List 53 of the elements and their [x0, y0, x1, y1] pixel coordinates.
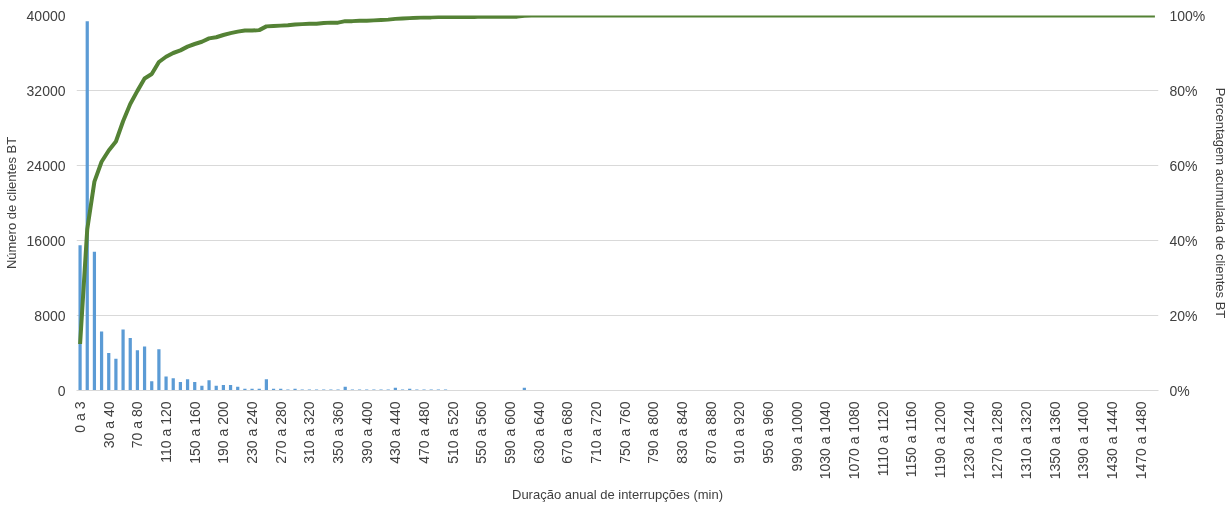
x-tick-label: 1070 a 1080: [845, 401, 862, 480]
x-tick-label: 190 a 200: [215, 401, 232, 464]
y-axis-title: Número de clientes BT: [3, 136, 19, 270]
x-tick-label: 150 a 160: [186, 401, 203, 464]
x-tick-label: 470 a 480: [416, 401, 433, 464]
x-tick-label: 310 a 320: [301, 401, 318, 464]
x-tick-label: 1110 a 1120: [874, 401, 891, 477]
y-tick-label: 16000: [26, 232, 66, 249]
x-tick-label: 910 a 920: [731, 401, 748, 464]
y-tick-label: 0: [57, 382, 66, 399]
x-tick-label: 1150 a 1160: [903, 401, 920, 478]
x-tick-label: 710 a 720: [588, 401, 604, 464]
x-tick-label: 270 a 280: [272, 401, 289, 464]
x-tick-label: 1310 a 1320: [1017, 401, 1034, 480]
x-tick-label: 430 a 440: [387, 401, 404, 464]
x-tick-label: 870 a 880: [702, 401, 719, 464]
x-tick-label: 350 a 360: [330, 401, 347, 464]
y-tick-label: 8000: [34, 307, 66, 324]
x-tick-label: 30 a 40: [100, 401, 117, 449]
y2-tick-label: 0%: [1169, 382, 1190, 399]
x-tick-label: 1350 a 1360: [1046, 401, 1063, 480]
x-tick-label: 0 a 3: [72, 401, 89, 433]
x-tick-label: 110 a 120: [158, 401, 175, 463]
x-tick-label: 70 a 80: [129, 401, 146, 449]
y-tick-label: 40000: [26, 7, 66, 24]
y2-tick-label: 100%: [1169, 7, 1206, 24]
x-tick-label: 1030 a 1040: [817, 401, 834, 480]
y2-tick-label: 60%: [1169, 157, 1198, 174]
y2-axis-title: Percentagem acumulada de clientes BT: [1213, 87, 1229, 319]
x-tick-label: 510 a 520: [444, 401, 461, 464]
x-tick-label: 670 a 680: [559, 401, 576, 464]
x-tick-label: 590 a 600: [502, 401, 519, 464]
x-tick-label: 990 a 1000: [788, 401, 805, 472]
x-tick-label: 950 a 960: [759, 401, 776, 464]
x-tick-label: 1190 a 1200: [931, 401, 948, 479]
x-tick-label: 1390 a 1400: [1075, 401, 1092, 480]
y2-tick-label: 40%: [1169, 232, 1198, 249]
y-tick-label: 32000: [26, 82, 66, 99]
x-axis-title: Duração anual de interrupções (min): [512, 487, 723, 503]
x-tick-label: 750 a 760: [616, 401, 633, 464]
x-tick-label: 630 a 640: [530, 401, 547, 464]
x-tick-label: 1470 a 1480: [1132, 401, 1149, 480]
x-tick-label: 390 a 400: [358, 401, 375, 464]
x-tick-label: 830 a 840: [673, 401, 690, 464]
x-tick-label: 230 a 240: [244, 401, 261, 464]
x-tick-label: 550 a 560: [473, 401, 490, 464]
y-tick-label: 24000: [26, 157, 66, 174]
y2-tick-label: 80%: [1169, 82, 1198, 99]
x-tick-label: 790 a 800: [645, 401, 662, 464]
y2-tick-label: 20%: [1169, 307, 1198, 324]
x-tick-label: 1430 a 1440: [1103, 401, 1120, 480]
x-tick-label: 1270 a 1280: [989, 401, 1006, 480]
x-tick-label: 1230 a 1240: [960, 401, 977, 480]
